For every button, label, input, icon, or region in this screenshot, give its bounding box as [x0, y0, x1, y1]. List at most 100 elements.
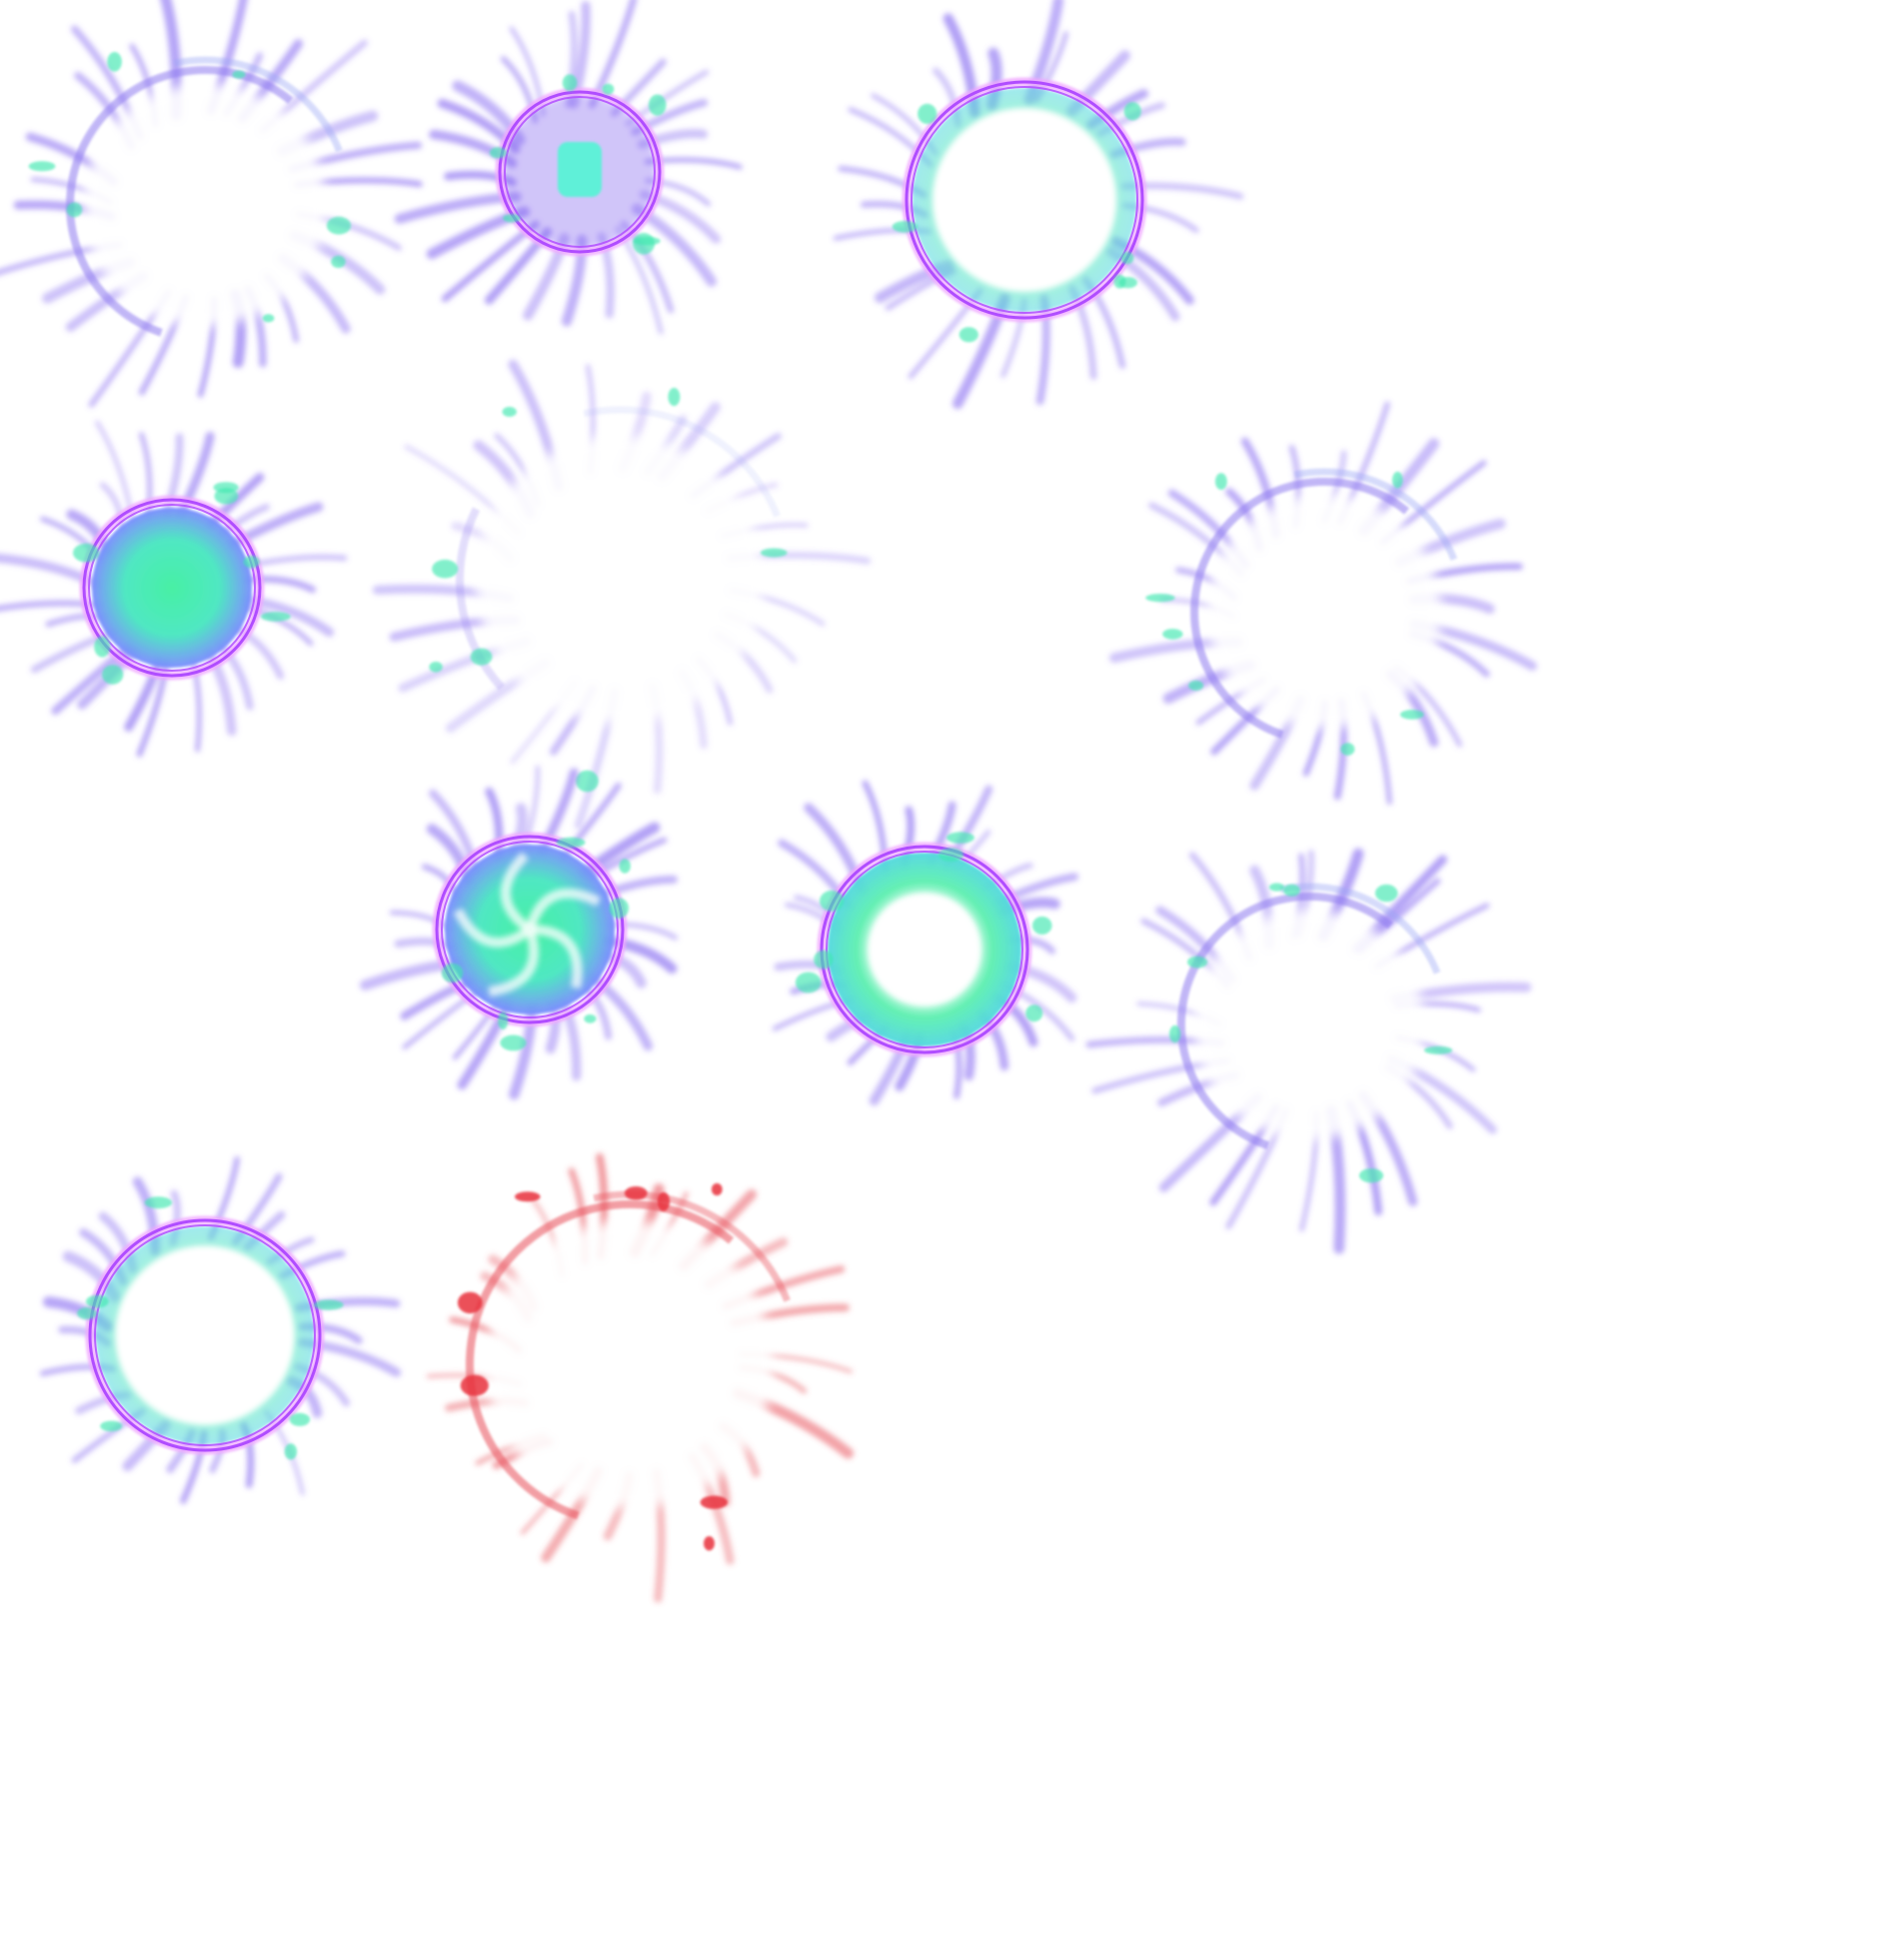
swirl-streak — [525, 888, 602, 932]
ray — [606, 922, 679, 941]
swirl-streak — [529, 925, 583, 989]
swirl-streak — [500, 852, 533, 935]
ring-fragment — [583, 406, 781, 518]
energy-ring — [455, 507, 505, 691]
energy-splash — [77, 1307, 97, 1319]
core-hole — [115, 1245, 295, 1425]
energy-splash — [633, 233, 655, 255]
ray — [603, 936, 678, 975]
energy-splash — [66, 202, 83, 218]
energy-splash — [1214, 473, 1227, 491]
energy-splash — [500, 1034, 527, 1051]
ray — [394, 938, 457, 952]
energy-splash — [28, 161, 56, 172]
energy-splash — [648, 94, 667, 116]
ray — [394, 192, 522, 224]
energy-ring — [498, 90, 662, 254]
energy-splash — [958, 327, 978, 343]
ray — [402, 987, 482, 1050]
core-spark — [558, 142, 602, 197]
energy-splash — [1123, 102, 1141, 121]
energy-splash — [704, 1536, 715, 1551]
energy-splash — [1188, 680, 1204, 691]
energy-splash — [576, 770, 599, 793]
energy-splash — [1187, 956, 1207, 969]
frame-05-faint-burst — [372, 359, 872, 830]
energy-splash — [562, 74, 578, 92]
energy-splash — [947, 832, 974, 844]
energy-splash — [261, 612, 291, 622]
core-glow — [1193, 909, 1425, 1140]
energy-splash — [1423, 1045, 1453, 1054]
ring-fragment — [1293, 468, 1458, 562]
frame-09-broken-ring-lower — [1085, 848, 1532, 1254]
energy-splash — [1392, 471, 1403, 489]
frame-08-hollow-core — [772, 780, 1078, 1106]
energy-splash — [700, 1495, 728, 1509]
energy-splash — [102, 665, 124, 685]
energy-splash — [1340, 743, 1355, 756]
frame-01-broken-ring — [0, 0, 423, 408]
energy-splash — [814, 950, 834, 970]
energy-splash — [892, 221, 919, 233]
frame-11-red-broken-ring — [426, 1152, 855, 1603]
energy-splash — [1169, 1024, 1181, 1043]
energy-ring-inner — [94, 1224, 316, 1446]
energy-ring — [465, 1200, 735, 1520]
energy-ring-inner — [911, 86, 1138, 314]
energy-splash — [289, 1412, 311, 1426]
energy-splash — [1358, 1168, 1384, 1183]
core-glow — [83, 83, 327, 327]
energy-splash — [795, 972, 822, 993]
energy-splash — [94, 636, 111, 658]
energy-ring-inner — [504, 96, 656, 248]
frame-03-large-ring — [833, 0, 1244, 410]
swirl-streak — [488, 928, 539, 997]
energy-ring — [1190, 478, 1410, 739]
energy-splash — [86, 1294, 109, 1308]
energy-ring — [66, 66, 294, 337]
energy-ring-inner — [826, 851, 1023, 1048]
energy-ring-inner — [441, 841, 619, 1018]
energy-splash — [602, 83, 615, 95]
energy-splash — [820, 890, 845, 912]
frame-06-broken-ring-right — [1108, 401, 1537, 806]
core-glow — [486, 1220, 774, 1508]
energy-splash — [1025, 1004, 1043, 1022]
energy-splash — [1374, 884, 1398, 903]
core-hole — [868, 893, 981, 1006]
ray — [457, 1000, 512, 1090]
energy-ring-inner — [88, 504, 256, 672]
energy-splash — [1268, 883, 1285, 892]
ray — [558, 996, 582, 1081]
ray — [30, 630, 117, 674]
energy-splash — [313, 1299, 344, 1310]
ring-fragment — [1279, 883, 1441, 975]
ray — [231, 624, 285, 680]
core-hole — [932, 107, 1117, 293]
energy-splash — [502, 407, 517, 417]
energy-splash — [624, 1186, 648, 1200]
energy-splash — [460, 1374, 489, 1396]
energy-splash — [711, 1182, 723, 1196]
energy-splash — [284, 1443, 298, 1460]
energy-splash — [262, 314, 275, 323]
energy-splash — [100, 1420, 123, 1432]
energy-splash — [107, 52, 122, 72]
energy-splash — [429, 662, 443, 673]
energy-splash — [918, 103, 938, 124]
energy-splash — [441, 963, 464, 983]
energy-splash — [668, 388, 681, 407]
swirl-streak — [453, 908, 533, 948]
energy-splash — [515, 1191, 541, 1202]
energy-splash — [331, 255, 346, 268]
ray — [485, 787, 504, 862]
energy-splash — [1145, 594, 1175, 603]
energy-core — [92, 508, 252, 668]
energy-ring — [82, 498, 262, 678]
frame-07-swirl-core — [360, 765, 679, 1100]
energy-splash — [326, 216, 352, 235]
frame-10-ring-edges — [39, 1156, 402, 1504]
energy-splash — [1283, 884, 1300, 897]
